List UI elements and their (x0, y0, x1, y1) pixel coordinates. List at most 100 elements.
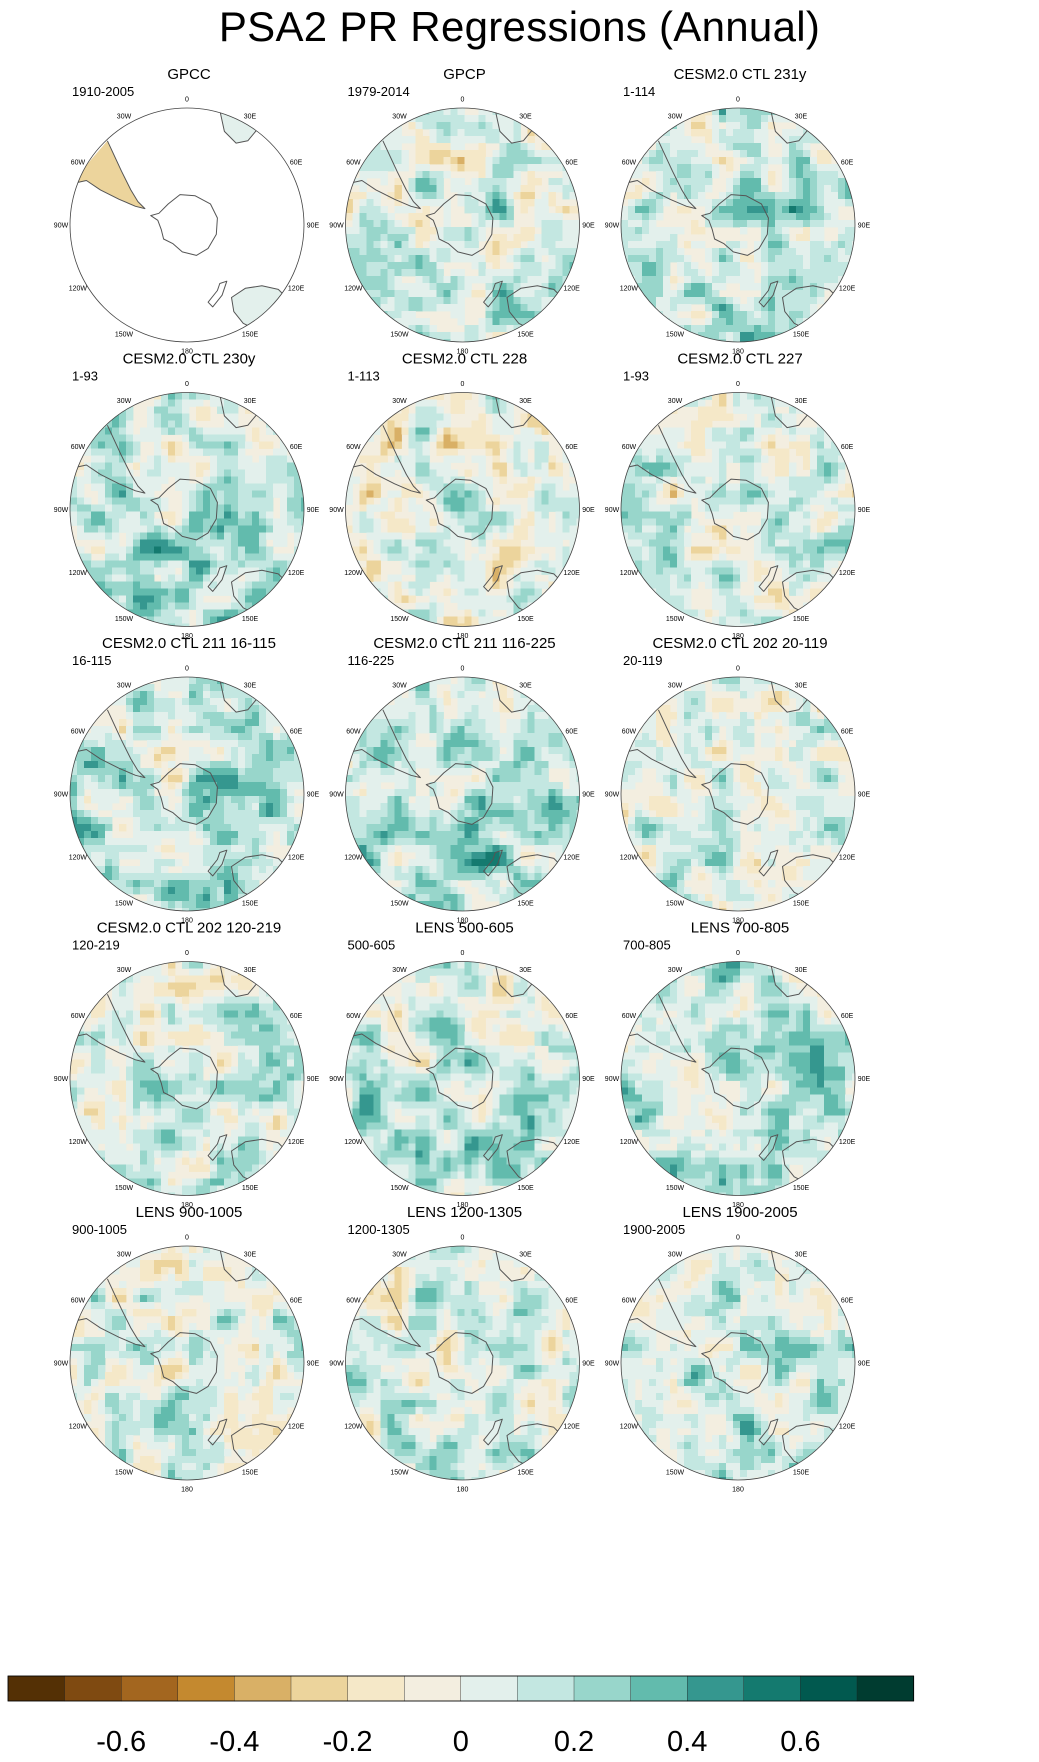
field-cell (189, 595, 197, 603)
field-cell (621, 525, 629, 533)
field-cell (408, 553, 416, 561)
field-cell (280, 768, 288, 776)
field-cell (231, 761, 239, 769)
field-cell (485, 297, 493, 305)
field-cell (768, 434, 776, 442)
field-cell (796, 567, 804, 575)
field-cell (133, 602, 141, 610)
field-cell (408, 462, 416, 470)
field-cell (210, 546, 218, 554)
field-cell (719, 427, 727, 435)
field-cell (471, 199, 479, 207)
field-cell (294, 754, 302, 762)
field-cell (203, 859, 211, 867)
field-cell (401, 241, 409, 249)
field-cell (761, 192, 769, 200)
new-zealand-coastline (207, 849, 228, 877)
field-cell (754, 164, 762, 172)
field-cell (684, 318, 692, 326)
field-cell (147, 427, 155, 435)
field-cell (548, 497, 556, 505)
field-cell (663, 511, 671, 519)
field-cell (569, 234, 577, 242)
field-cell (478, 290, 486, 298)
field-cell (754, 476, 762, 484)
field-cell (210, 894, 218, 902)
field-cell (740, 497, 748, 505)
field-cell (189, 567, 197, 575)
field-cell (817, 602, 825, 610)
field-cell (635, 532, 643, 540)
field-cell (415, 602, 423, 610)
field-cell (492, 304, 500, 312)
field-cell (280, 441, 288, 449)
field-cell (796, 476, 804, 484)
field-cell (126, 782, 134, 790)
field-cell (394, 420, 402, 428)
field-cell (217, 462, 225, 470)
field-cell (210, 908, 218, 911)
field-cell (831, 185, 839, 193)
field-cell (373, 206, 381, 214)
field-cell (796, 318, 804, 326)
field-cell (119, 462, 127, 470)
field-cell (196, 824, 204, 832)
field-cell (273, 490, 281, 498)
field-cell (471, 427, 479, 435)
field-cell (684, 185, 692, 193)
field-cell (705, 497, 713, 505)
field-cell (845, 178, 853, 186)
field-cell (506, 213, 514, 221)
field-cell (555, 213, 563, 221)
field-cell (817, 311, 825, 319)
field-cell (464, 490, 472, 498)
field-cell (663, 171, 671, 179)
field-cell (415, 283, 423, 291)
field-cell (126, 455, 134, 463)
field-cell (831, 434, 839, 442)
field-cell (408, 581, 416, 589)
field-cell (266, 427, 274, 435)
field-cell (534, 206, 542, 214)
field-cell (394, 318, 402, 326)
field-cell (691, 227, 699, 235)
field-cell (747, 413, 755, 421)
field-cell (520, 581, 528, 589)
south-america-coastline (345, 140, 421, 210)
field-cell (810, 178, 818, 186)
field-cell (112, 469, 120, 477)
longitude-label: 30E (519, 113, 532, 120)
field-cell (712, 122, 720, 130)
field-cell (147, 518, 155, 526)
field-cell (548, 192, 556, 200)
field-cell (569, 185, 577, 193)
period-label: 1-93 (623, 369, 649, 384)
field-cell (224, 712, 232, 720)
field-cell (450, 283, 458, 291)
field-cell (231, 511, 239, 519)
field-cell (436, 392, 444, 400)
field-cell (747, 136, 755, 144)
field-cell (259, 768, 267, 776)
field-cell (670, 511, 678, 519)
field-cell (450, 595, 458, 603)
field-cell (203, 476, 211, 484)
field-cell (175, 588, 183, 596)
field-cell (133, 560, 141, 568)
field-cell (628, 213, 636, 221)
field-cell (443, 283, 451, 291)
field-cell (520, 455, 528, 463)
field-cell (576, 206, 580, 214)
field-cell (266, 740, 274, 748)
field-cell (196, 796, 204, 804)
field-cell (105, 775, 113, 783)
map-panel: 030E60E90E120E150E180150W120W90W60W30WCE… (329, 351, 595, 641)
field-cell (203, 532, 211, 540)
field-cell (224, 908, 232, 911)
field-cell (670, 441, 678, 449)
field-cell (677, 304, 685, 312)
south-america-coastline (345, 425, 421, 494)
field-cell (429, 241, 437, 249)
field-cell (754, 567, 762, 575)
field-cell (649, 157, 657, 165)
